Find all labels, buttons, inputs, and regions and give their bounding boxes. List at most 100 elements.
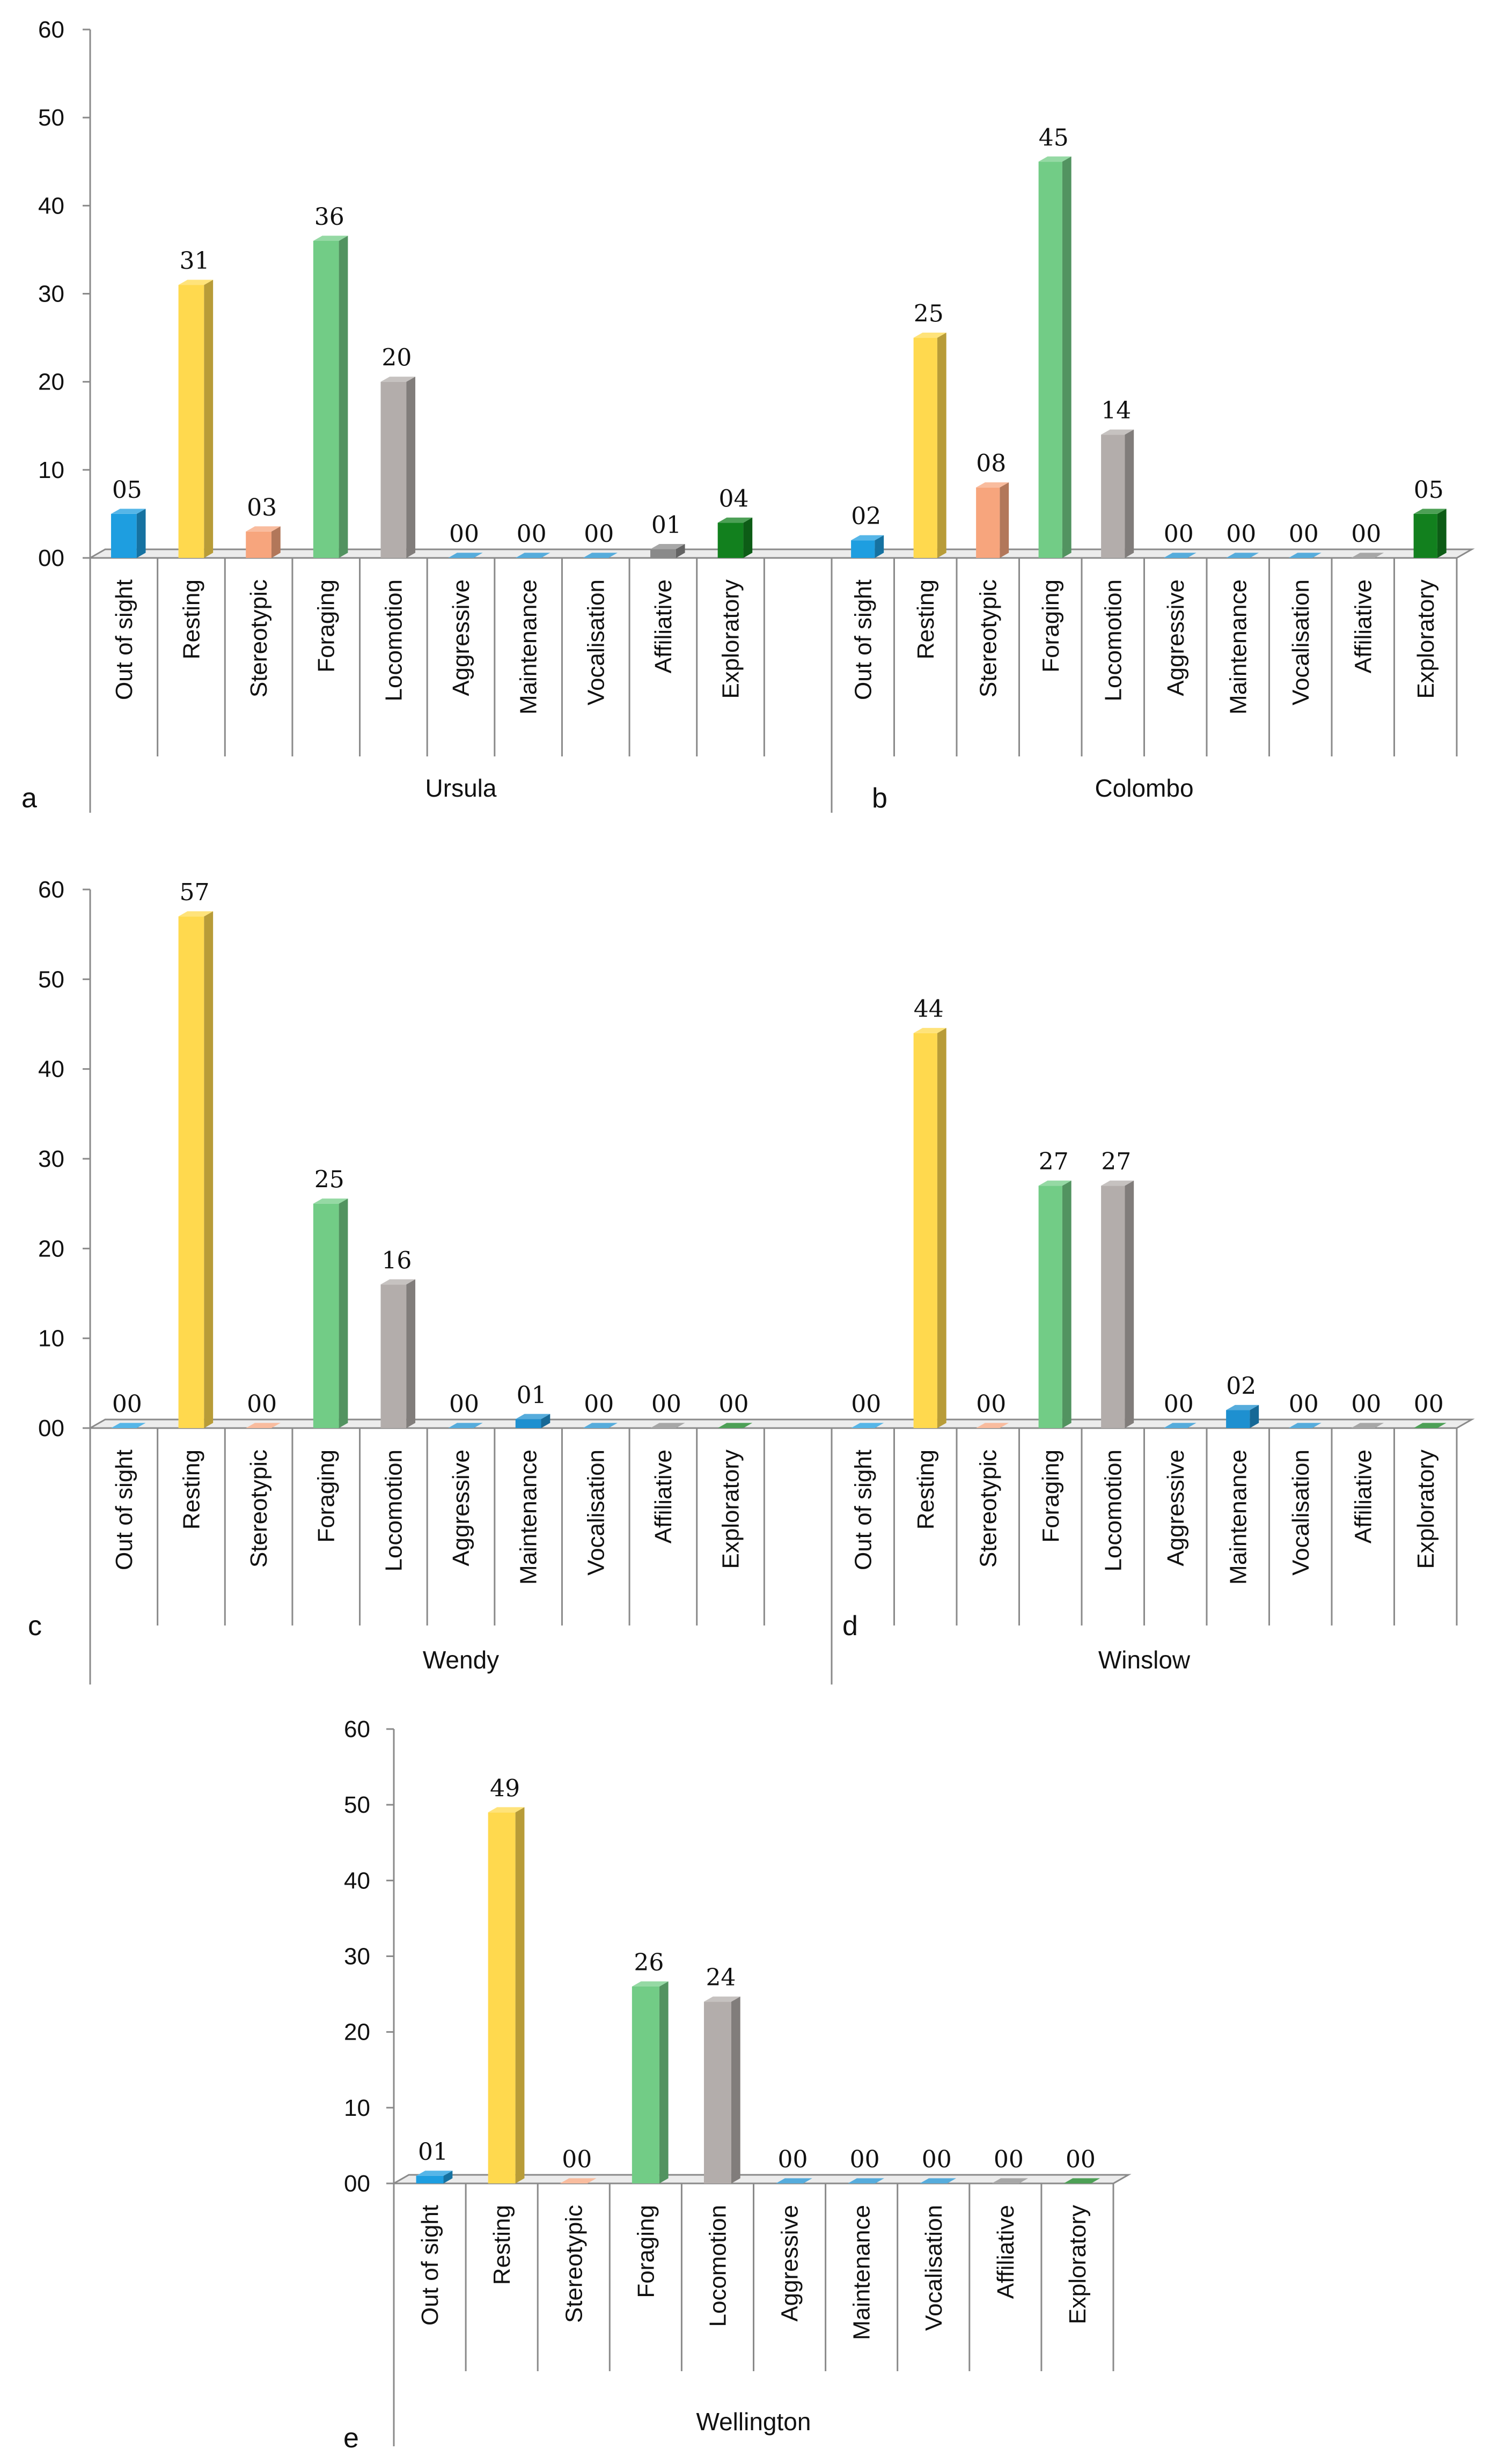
value-label: 00: [1414, 1391, 1444, 1418]
value-label: 02: [851, 503, 881, 530]
bar-winslow-resting: [913, 1028, 946, 1428]
category-label: Exploratory: [1413, 579, 1439, 699]
value-label: 00: [1289, 1391, 1319, 1418]
bar-colombo-out-of-sight: [851, 535, 884, 558]
y-tick-label: 40: [38, 1056, 64, 1083]
y-tick-label: 50: [38, 105, 64, 131]
group-name-label: Colombo: [1095, 774, 1193, 802]
category-label: Maintenance: [1225, 579, 1251, 715]
category-label: Foraging: [1038, 1450, 1064, 1543]
value-label: 49: [490, 1775, 520, 1802]
bar-top: [111, 509, 146, 514]
category-label: Stereotypic: [246, 579, 272, 697]
category-label: Vocalisation: [583, 1450, 609, 1576]
bar-top: [1163, 1423, 1197, 1428]
category-label: Aggressive: [1163, 579, 1189, 696]
group-name-label: Wendy: [423, 1646, 499, 1674]
bar-top: [717, 1423, 753, 1428]
panel-letter: e: [343, 2423, 359, 2454]
bar-wellington-exploratory: [1063, 2178, 1100, 2183]
value-label: 01: [517, 1381, 547, 1409]
category-label: Resting: [178, 579, 204, 659]
y-tick-label: 10: [38, 457, 64, 483]
bar-front: [488, 1812, 516, 2183]
bar-wendy-aggressive: [448, 1423, 483, 1428]
bar-front: [1226, 1410, 1250, 1428]
bar-top: [703, 1996, 740, 2002]
bar-colombo-exploratory: [1413, 509, 1447, 558]
value-label: 00: [922, 2146, 952, 2173]
bar-side: [676, 543, 685, 558]
bar-colombo-maintenance: [1226, 553, 1259, 558]
bar-front: [851, 540, 875, 558]
bar-top: [416, 2171, 453, 2176]
bar-side: [1062, 1180, 1071, 1428]
bar-top: [1288, 1423, 1322, 1428]
value-label: 27: [1101, 1148, 1131, 1175]
y-tick-label: 60: [38, 17, 64, 43]
bar-wellington-resting: [488, 1807, 525, 2183]
category-label: Foraging: [313, 579, 340, 673]
category-label: Out of sight: [850, 1450, 876, 1570]
category-label: Vocalisation: [1288, 1450, 1314, 1576]
bar-top: [650, 543, 685, 549]
bar-top: [976, 1423, 1009, 1428]
category-label: Resting: [489, 2205, 515, 2285]
bar-front: [515, 1419, 541, 1428]
category-label: Locomotion: [380, 1450, 407, 1571]
bar-front: [650, 549, 676, 558]
bar-wellington-locomotion: [703, 1996, 740, 2183]
category-label: Affiliative: [1350, 1450, 1376, 1543]
bar-top: [583, 1423, 618, 1428]
bar-side: [937, 1028, 946, 1428]
panel-letter: a: [21, 783, 37, 814]
category-label: Aggressive: [777, 2205, 803, 2322]
bar-top: [913, 332, 946, 338]
bar-top: [717, 517, 753, 523]
value-label: 00: [994, 2146, 1024, 2173]
value-label: 36: [314, 203, 344, 231]
bar-top: [448, 553, 483, 558]
bar-front: [178, 916, 204, 1428]
bar-side: [136, 509, 146, 558]
bar-side: [1125, 1180, 1134, 1428]
chart-floor: [87, 1418, 1475, 1429]
bar-top: [515, 553, 551, 558]
value-label: 00: [976, 1391, 1006, 1418]
y-tick-label: 10: [344, 2095, 370, 2121]
bar-ursula-exploratory: [717, 517, 753, 558]
value-label: 02: [1226, 1373, 1256, 1400]
value-label: 45: [1039, 124, 1069, 151]
value-label: 00: [247, 1391, 277, 1418]
bar-front: [1038, 1186, 1062, 1428]
category-label: Locomotion: [1100, 579, 1126, 701]
y-tick-label: 00: [38, 1415, 64, 1441]
category-label: Exploratory: [1065, 2205, 1091, 2325]
bar-wendy-stereotypic: [246, 1423, 281, 1428]
category-label: Affiliative: [993, 2205, 1019, 2299]
value-label: 04: [719, 485, 749, 512]
group-name-label: Wellington: [696, 2408, 811, 2436]
bar-front: [380, 381, 407, 558]
bar-wellington-vocalisation: [920, 2178, 957, 2183]
y-tick-label: 40: [344, 1867, 370, 1894]
category-label: Maintenance: [516, 1450, 542, 1585]
bar-wellington-aggressive: [776, 2178, 812, 2183]
category-label: Stereotypic: [975, 1450, 1001, 1568]
bar-wendy-locomotion: [380, 1279, 416, 1428]
bar-front: [111, 513, 137, 558]
category-label: Foraging: [1038, 579, 1064, 673]
value-label: 31: [179, 247, 209, 275]
category-label: Locomotion: [704, 2205, 731, 2327]
bar-wellington-stereotypic: [560, 2178, 597, 2183]
chart-panel-e: 00 10 20 30 40 50 60 01 Out of sight 49 Resting 00 S…: [343, 1716, 1132, 2454]
bar-front: [246, 531, 271, 558]
category-label: Exploratory: [718, 579, 744, 699]
bar-wendy-resting: [178, 911, 214, 1428]
bar-wendy-out-of-sight: [111, 1423, 146, 1428]
bar-front: [976, 487, 1000, 558]
y-tick-label: 30: [344, 1944, 370, 1970]
bar-winslow-aggressive: [1163, 1423, 1197, 1428]
category-label: Vocalisation: [921, 2205, 947, 2331]
y-tick-label: 60: [38, 877, 64, 903]
